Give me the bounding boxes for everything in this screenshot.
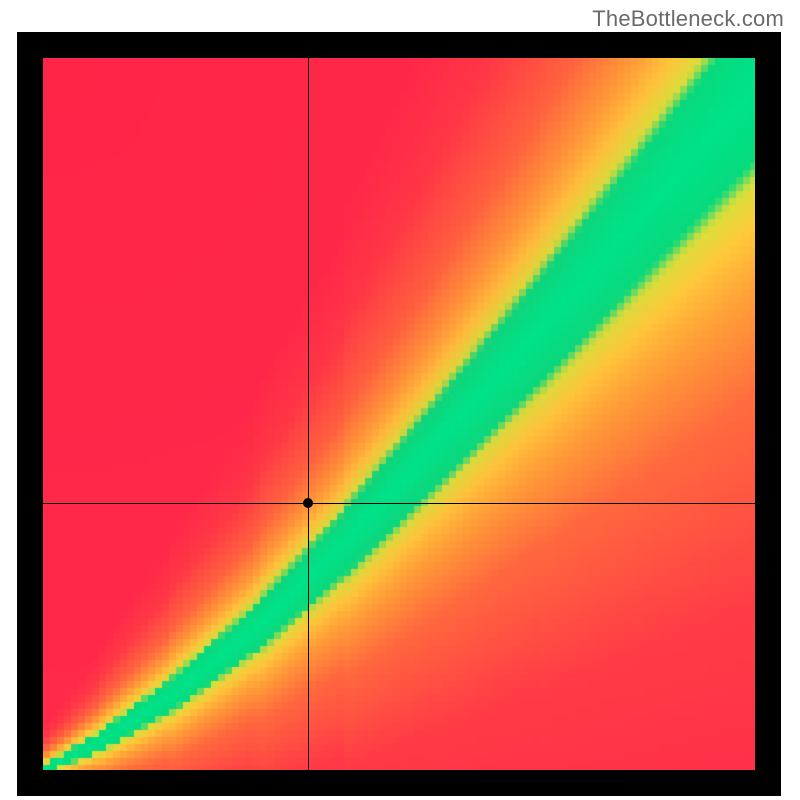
marker-dot <box>303 498 313 508</box>
chart-container: TheBottleneck.com <box>0 0 800 800</box>
watermark-text: TheBottleneck.com <box>592 6 784 32</box>
bottleneck-heatmap <box>43 58 755 770</box>
plot-inner <box>43 58 755 770</box>
plot-frame <box>17 32 781 796</box>
crosshair-vertical <box>308 58 309 770</box>
crosshair-horizontal <box>43 503 755 504</box>
